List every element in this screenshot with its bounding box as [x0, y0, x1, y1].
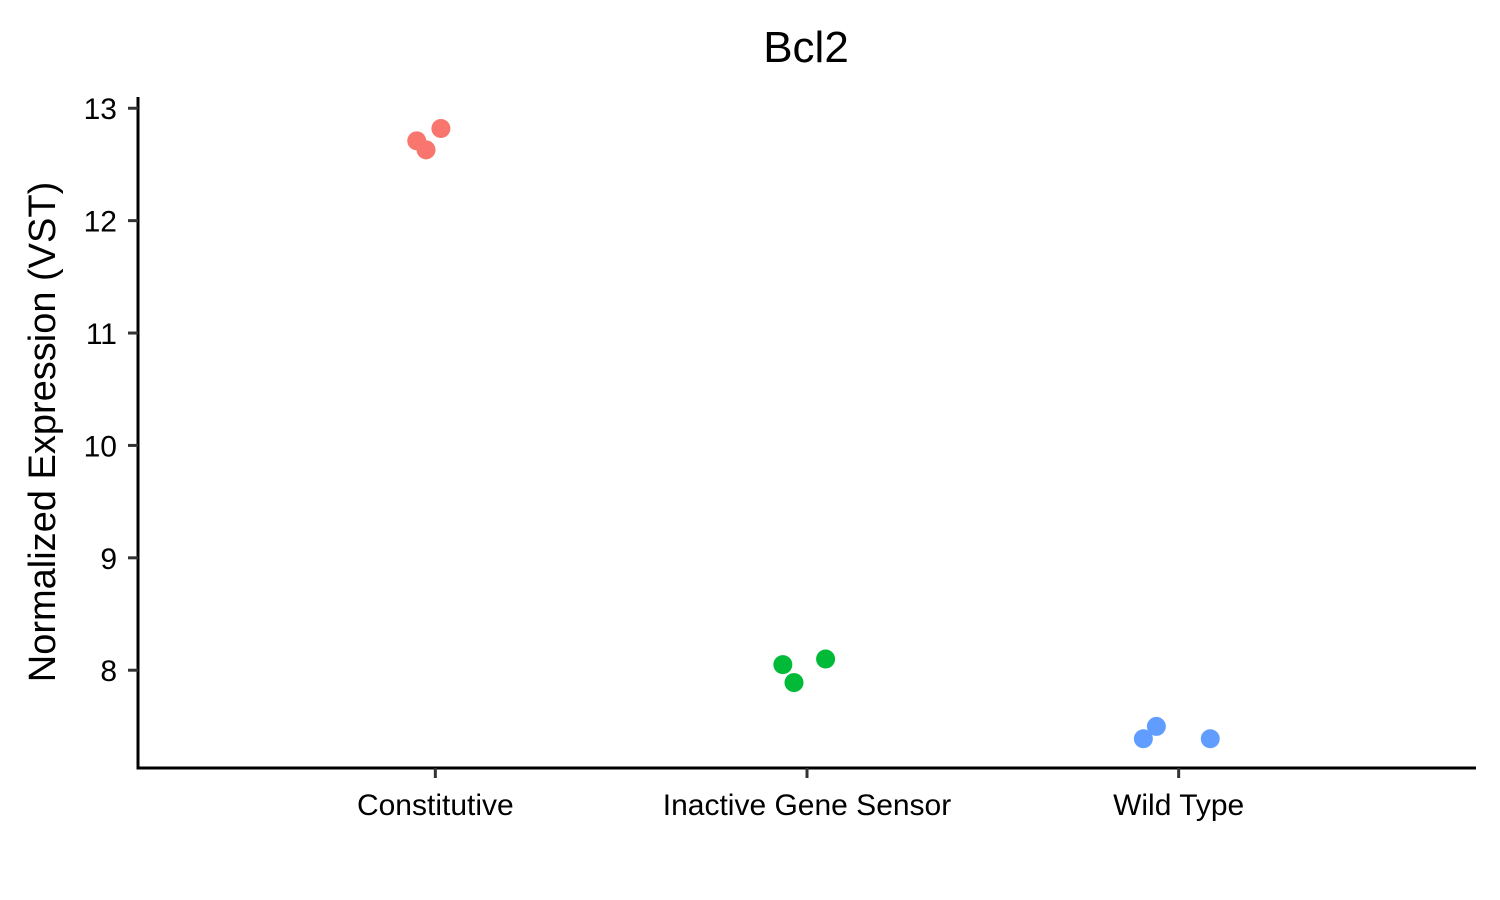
- data-point: [784, 673, 804, 693]
- data-point: [1146, 716, 1166, 736]
- y-tick-label: 13: [84, 93, 117, 126]
- x-tick-label: Constitutive: [357, 789, 514, 822]
- chart-title: Bcl2: [763, 23, 849, 72]
- data-point: [431, 118, 451, 138]
- y-tick-label: 9: [100, 543, 117, 576]
- x-tick-label: Wild Type: [1113, 789, 1244, 822]
- x-ticks: Constitutive Inactive Gene Sensor Wild Typ…: [357, 768, 1244, 822]
- y-ticks: 8 9 10 11 12 13: [84, 93, 138, 688]
- x-tick-label: Inactive Gene Sensor: [663, 789, 952, 822]
- y-tick-label: 10: [84, 430, 117, 463]
- data-point: [416, 140, 436, 160]
- y-axis-label: Normalized Expression (VST): [22, 182, 64, 682]
- y-tick-label: 12: [84, 206, 117, 239]
- data-point: [1133, 729, 1153, 749]
- data-point: [773, 655, 793, 675]
- y-tick-label: 11: [86, 318, 117, 351]
- data-points: [407, 118, 1220, 749]
- data-point: [1200, 729, 1220, 749]
- data-point: [816, 649, 836, 669]
- y-tick-label: 8: [100, 655, 117, 688]
